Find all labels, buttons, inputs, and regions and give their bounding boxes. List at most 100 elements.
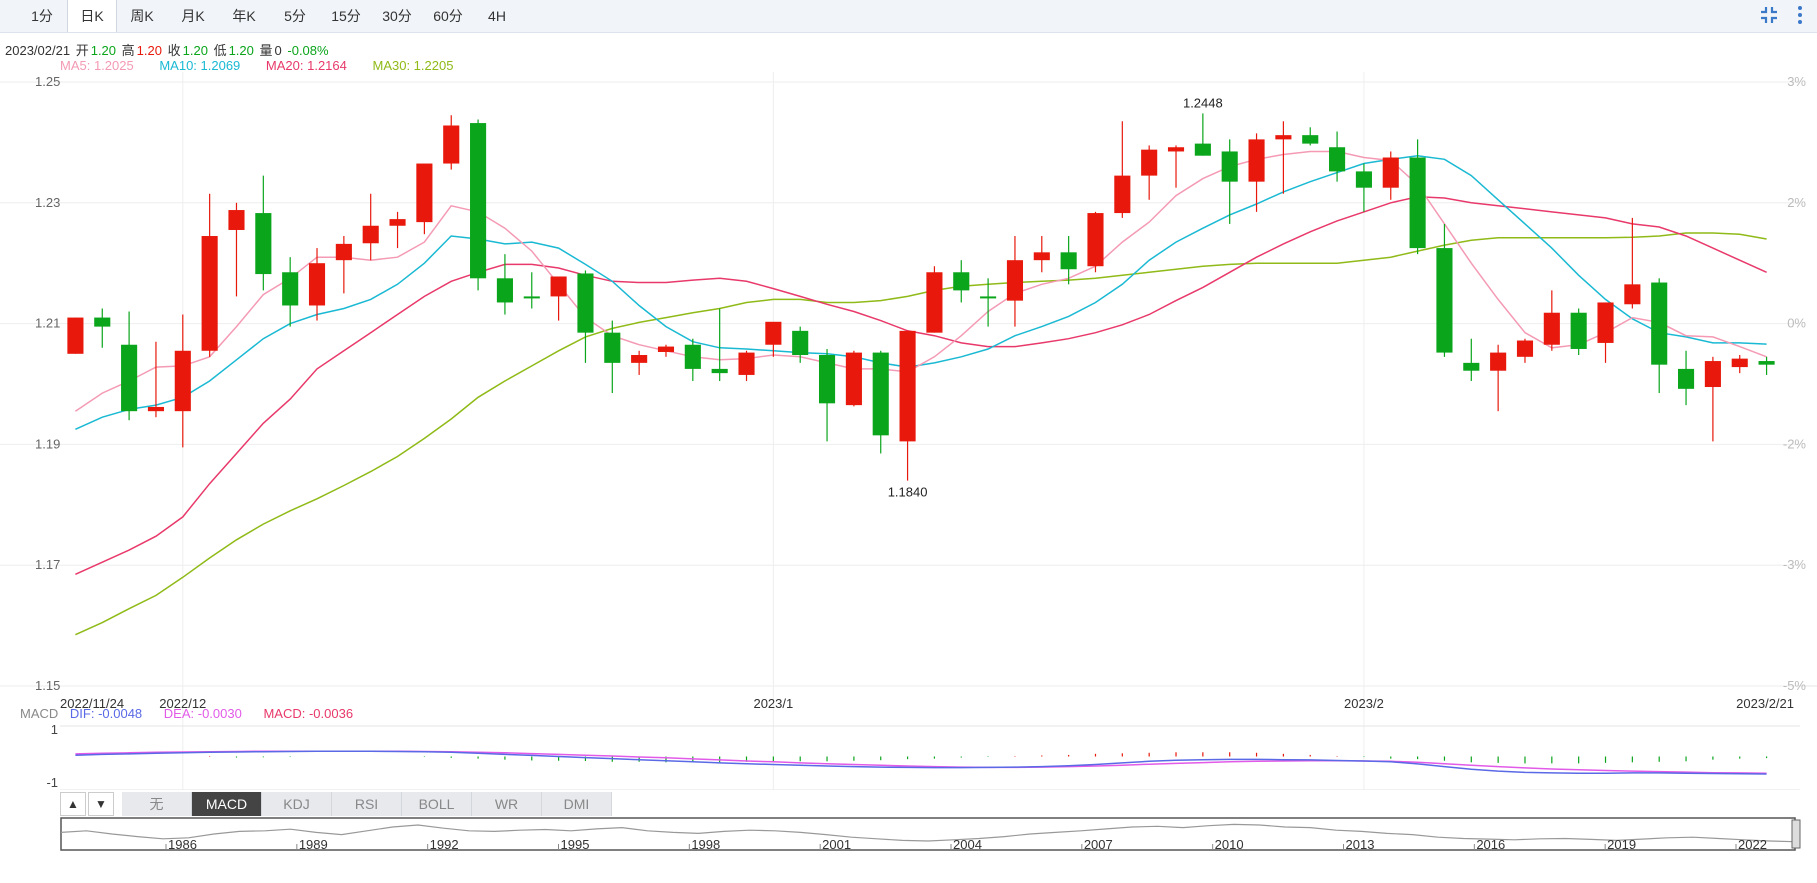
candle [496, 254, 513, 315]
candle [1758, 356, 1775, 375]
candle-body [1167, 147, 1185, 152]
candle-body [282, 272, 299, 306]
candle-body [308, 263, 326, 306]
ma5-line [74, 150, 1767, 412]
tab-30min[interactable]: 30分 [382, 8, 412, 24]
candle-body [121, 344, 138, 412]
tab-weekly-k[interactable]: 周K [130, 8, 154, 24]
move-down-button[interactable]: ▼ [88, 792, 114, 816]
candle-body [1677, 368, 1695, 389]
navigator-year-label: 1992 [430, 837, 459, 852]
more-vertical-icon[interactable] [1796, 4, 1804, 31]
candle-body [1302, 135, 1319, 144]
indicator-tab-dmi[interactable]: DMI [542, 792, 612, 816]
x-tick-label: 2023/2 [1344, 696, 1384, 711]
navigator-year-label: 1986 [168, 837, 197, 852]
candle-body [818, 355, 836, 404]
indicator-tab-wr[interactable]: WR [472, 792, 542, 816]
navigator-year-label: 1989 [299, 837, 328, 852]
candle [201, 193, 218, 357]
candle-body [1382, 157, 1399, 188]
tab-15min[interactable]: 15分 [331, 8, 361, 24]
candle-body [550, 276, 567, 297]
candle [1194, 113, 1211, 156]
candle-body [496, 278, 513, 303]
tab-5min[interactable]: 5分 [284, 8, 306, 24]
macd-legend-dif: DIF: -0.0048 [69, 706, 143, 721]
x-tick-label: 2022/11/24 [60, 696, 124, 711]
tab-daily-k[interactable]: 日K [67, 0, 117, 32]
candle [792, 326, 809, 363]
tab-4h[interactable]: 4H [488, 8, 506, 24]
candle [980, 278, 997, 327]
candle-body [1114, 175, 1131, 214]
ma20-line [75, 196, 1767, 575]
candle [1490, 344, 1507, 412]
candle-body [389, 219, 406, 226]
candle-body [765, 321, 782, 345]
candle-body [443, 125, 460, 164]
candle-body [1651, 282, 1668, 365]
candle [1463, 338, 1480, 381]
candle [1033, 236, 1050, 273]
candle-body [953, 272, 970, 291]
candle-body [631, 355, 648, 363]
candle-body [1597, 302, 1614, 343]
candle-body [201, 236, 218, 351]
candle [1329, 131, 1346, 182]
candle [1060, 236, 1077, 285]
tab-1min[interactable]: 1分 [31, 8, 53, 24]
x-tick-label: 2023/1 [753, 696, 793, 711]
info-close-label: 收 [167, 43, 181, 58]
ma30-line [75, 232, 1767, 636]
candle [1114, 121, 1131, 218]
dif-line [75, 750, 1767, 775]
y-tick-label: 1.15 [35, 678, 60, 693]
candle [470, 119, 487, 291]
macd-legend-title: MACD [20, 706, 59, 721]
candle [362, 193, 379, 261]
pct-tick-label: -5% [1783, 678, 1807, 693]
candle [550, 276, 567, 321]
candle [684, 338, 701, 381]
candle [174, 314, 191, 448]
indicator-tab-macd[interactable]: MACD [192, 792, 262, 816]
collapse-icon[interactable] [1758, 4, 1780, 31]
candle [657, 344, 675, 357]
tab-yearly-k[interactable]: 年K [232, 8, 256, 24]
info-date: 2023/02/21 [5, 43, 71, 58]
candle-body [1329, 147, 1346, 172]
tab-60min[interactable]: 60分 [433, 8, 463, 24]
candle-body [1436, 248, 1453, 353]
candle-body [711, 368, 728, 374]
candle [926, 266, 943, 333]
tab-monthly-k[interactable]: 月K [181, 8, 205, 24]
macd-y-tick-label: -1 [46, 775, 58, 790]
navigator-handle[interactable] [1791, 819, 1801, 849]
candle [1355, 163, 1372, 212]
history-navigator[interactable]: 1986 1989 1992 1995 1998 2001 2004 2007 2010 2013… [0, 810, 1817, 870]
candle [523, 272, 540, 309]
candle-body [1275, 135, 1292, 140]
candle-body [362, 225, 379, 244]
candle [1087, 211, 1104, 273]
y-tick-label: 1.23 [35, 195, 60, 210]
candlestick-chart[interactable]: 1.25 1.23 1.21 1.19 1.17 1.15 3% 2% 0% -2% -3% -5% 2… [0, 0, 1817, 790]
indicator-tab-kdj[interactable]: KDJ [262, 792, 332, 816]
candle [1543, 290, 1560, 351]
indicator-tab-none[interactable]: 无 [122, 792, 192, 816]
candle-body [1141, 149, 1158, 176]
candle-body [980, 296, 997, 299]
indicator-tab-boll[interactable]: BOLL [402, 792, 472, 816]
candle-body [1409, 157, 1426, 249]
candle [1624, 217, 1641, 309]
candle-body [657, 346, 675, 352]
indicator-tab-rsi[interactable]: RSI [332, 792, 402, 816]
candle [335, 236, 352, 294]
candle [631, 350, 648, 375]
candle-body [147, 406, 165, 412]
move-up-button[interactable]: ▲ [60, 792, 86, 816]
ma10-line [75, 154, 1767, 430]
pct-tick-label: -2% [1783, 436, 1807, 451]
